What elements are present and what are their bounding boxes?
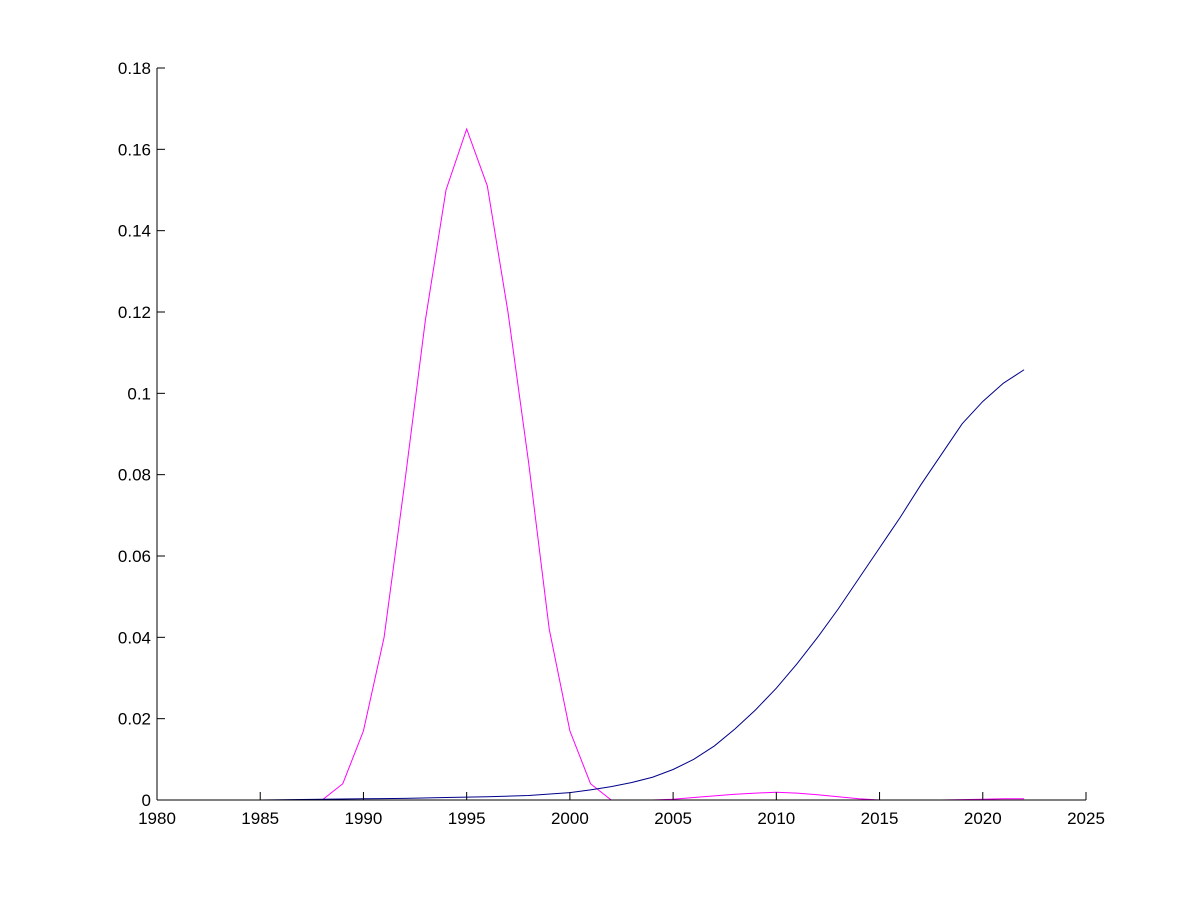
x-tick-label: 2000: [551, 809, 589, 828]
y-tick-label: 0.1: [127, 384, 151, 403]
x-tick-label: 2005: [654, 809, 692, 828]
x-tick-label: 1985: [241, 809, 279, 828]
x-tick-label: 2015: [861, 809, 899, 828]
y-tick-label: 0.18: [118, 59, 151, 78]
x-axis-ticks: 1980 1985 1990 1995 2000 2005 2010 2015 2020 2025: [138, 792, 1105, 828]
x-tick-label: 2025: [1067, 809, 1105, 828]
y-tick-label: 0.04: [118, 628, 151, 647]
y-tick-label: 0.16: [118, 140, 151, 159]
x-tick-label: 2010: [757, 809, 795, 828]
series-layer: [157, 127, 1025, 801]
y-tick-label: 0: [142, 791, 151, 810]
y-tick-label: 0.14: [118, 222, 151, 241]
series-line-1: [157, 127, 1025, 801]
x-tick-label: 1980: [138, 809, 176, 828]
x-tick-label: 1990: [345, 809, 383, 828]
y-tick-label: 0.02: [118, 710, 151, 729]
series-line-2: [157, 369, 1025, 801]
y-tick-label: 0.08: [118, 466, 151, 485]
x-tick-label: 1995: [448, 809, 486, 828]
y-tick-label: 0.06: [118, 547, 151, 566]
axes-layer: [156, 68, 1086, 801]
x-tick-label: 2020: [964, 809, 1002, 828]
y-tick-label: 0.12: [118, 303, 151, 322]
y-axis-ticks: 0 0.02 0.04 0.06 0.08 0.1 0.12 0.14 0.16 0.18: [118, 59, 165, 810]
